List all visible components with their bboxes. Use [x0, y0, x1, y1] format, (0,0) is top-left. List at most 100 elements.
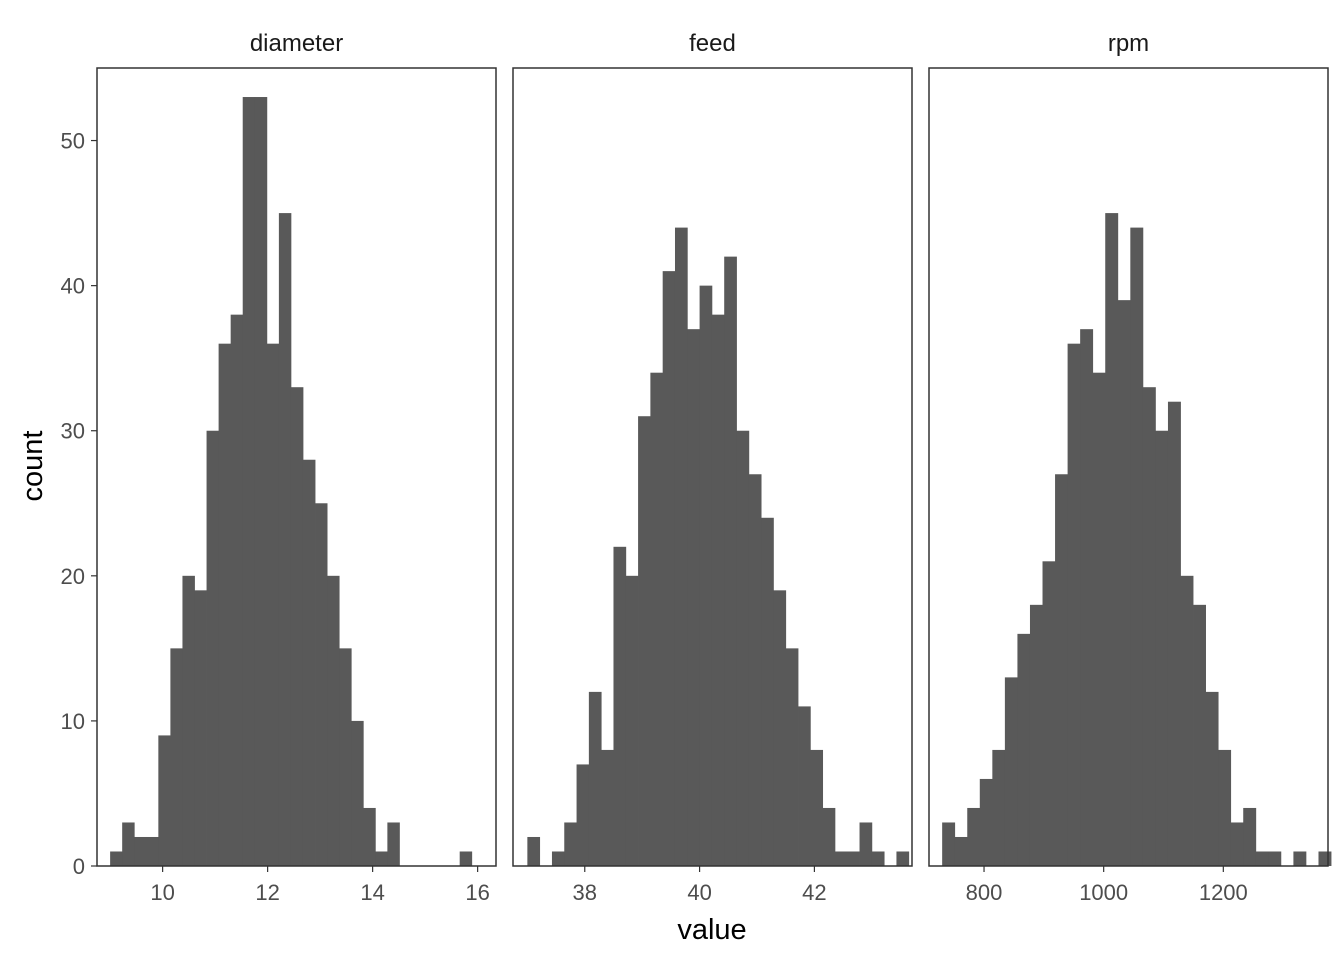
histogram-bar [1067, 343, 1081, 866]
panel-border [96, 67, 497, 867]
panel-border [928, 67, 1329, 867]
histogram-bar [158, 735, 171, 866]
histogram-bar [625, 575, 639, 866]
histogram-bar [1268, 851, 1282, 866]
histogram-bar [687, 329, 700, 866]
x-tick-label: 14 [360, 880, 384, 905]
x-axis-title: value [677, 914, 746, 946]
histogram-bar [674, 227, 688, 867]
histogram-bar [896, 851, 910, 866]
histogram-bar [146, 836, 159, 866]
facet-panels: diameter 10 12 14 16 feed 38 40 42 rpm 800 1000 1200 [96, 30, 1332, 905]
y-tick-label: 30 [61, 419, 85, 444]
x-tick-label: 1000 [1079, 880, 1128, 905]
histogram-bar [601, 749, 614, 866]
histogram-bar [1105, 213, 1119, 866]
x-tick-label: 12 [255, 880, 279, 905]
histogram-bar [650, 372, 664, 866]
histogram-bar [699, 285, 713, 866]
x-tick-label: 42 [802, 880, 826, 905]
histogram-bar [1055, 474, 1069, 866]
histogram-bar [798, 706, 811, 866]
histogram-bar [1243, 807, 1257, 866]
histogram-bar [339, 648, 352, 866]
x-tick-label: 10 [150, 880, 174, 905]
histogram-bar [967, 807, 981, 866]
y-tick-label: 50 [61, 129, 85, 154]
histogram-bar [527, 836, 541, 866]
histogram-bar [613, 546, 627, 866]
histogram-bar [1017, 633, 1031, 866]
histogram-bar [1218, 749, 1232, 866]
histogram-bar [302, 459, 316, 866]
histogram-bar [992, 749, 1006, 866]
histogram-bar [1293, 851, 1307, 866]
histogram-bar [785, 648, 799, 866]
histogram-bar [315, 503, 328, 866]
y-tick-label: 20 [61, 564, 85, 589]
histogram-bar [810, 749, 824, 866]
histogram-bar [134, 836, 147, 866]
histogram-bar [834, 851, 848, 866]
histogram-bar [122, 822, 135, 866]
facet-panel-rpm: rpm 800 1000 1200 [928, 30, 1332, 905]
histogram-bar [748, 474, 762, 866]
histogram-bar [206, 430, 220, 866]
histogram-bar [551, 851, 565, 866]
histogram-bar [182, 575, 195, 866]
histogram-bar [266, 343, 280, 866]
histogram-bar [194, 590, 207, 866]
histogram-bar [1029, 604, 1043, 866]
x-tick-label: 40 [687, 880, 711, 905]
histogram-bar [761, 517, 774, 866]
histogram-bar [1205, 691, 1219, 866]
histogram-bar [588, 691, 602, 866]
histogram-bar [242, 97, 256, 866]
facet-strip-label: diameter [250, 30, 343, 57]
y-axis-title: count [17, 431, 49, 502]
histogram-bar [736, 430, 750, 866]
histogram-bar [1130, 227, 1144, 867]
histogram-bar [363, 807, 376, 866]
histogram-bar [290, 387, 304, 866]
histogram-bar [773, 590, 787, 866]
histogram-bar [1142, 387, 1156, 866]
histogram-bar [110, 851, 123, 866]
histogram-bar [871, 851, 885, 866]
histogram-bar [375, 851, 388, 866]
panel-border [512, 67, 913, 867]
y-tick-label: 40 [61, 274, 85, 299]
histogram-bar [254, 97, 268, 866]
y-tick-label: 10 [61, 709, 85, 734]
histogram-bar [1180, 575, 1194, 866]
histogram-bar [459, 851, 473, 866]
histogram-bar [859, 822, 873, 866]
histogram-bar [218, 343, 232, 866]
histogram-bar [351, 720, 364, 866]
x-tick-label: 16 [465, 880, 489, 905]
histogram-bar [1117, 300, 1131, 866]
histogram-bar [1080, 329, 1094, 866]
histogram-bar [278, 213, 292, 866]
x-tick-label: 800 [966, 880, 1003, 905]
histogram-bar [1193, 604, 1206, 866]
y-tick-label: 0 [73, 854, 85, 879]
histogram-bar [230, 314, 244, 866]
x-tick-label: 1200 [1199, 880, 1248, 905]
histogram-bar [170, 648, 183, 866]
histogram-bar [1255, 851, 1269, 866]
histogram-bar [724, 256, 737, 867]
histogram-bar [564, 822, 577, 866]
histogram-bar [1230, 822, 1244, 866]
histogram-bar [1042, 561, 1056, 866]
histogram-bar [942, 822, 956, 866]
histogram-bar [638, 416, 651, 866]
histogram-bar [576, 764, 590, 866]
x-tick-label: 38 [573, 880, 597, 905]
histogram-bar [954, 836, 968, 866]
histogram-bar [1167, 401, 1181, 866]
y-axis: 0 10 20 30 40 50 [61, 129, 97, 879]
facet-strip-label: feed [689, 30, 736, 57]
histogram-bar [711, 314, 725, 866]
